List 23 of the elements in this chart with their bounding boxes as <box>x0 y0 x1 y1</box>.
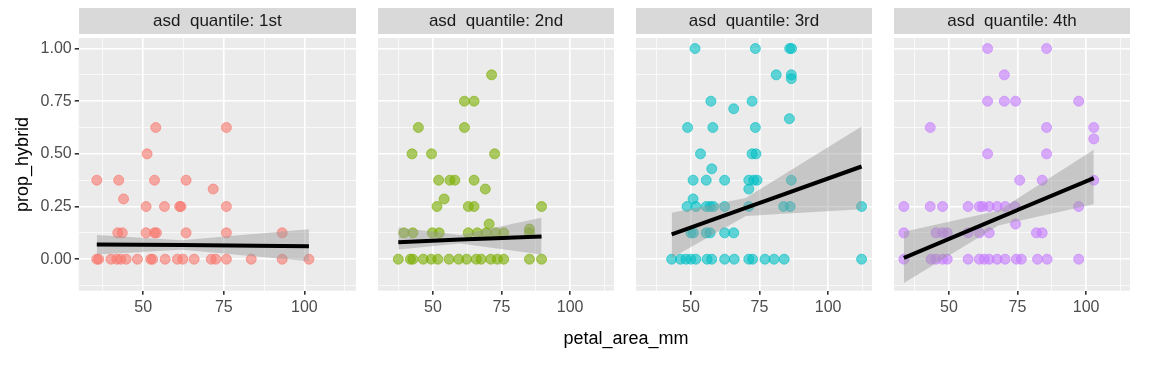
x-tick-label: 75 <box>1008 297 1027 315</box>
x-tick-label: 50 <box>423 297 442 315</box>
chart-title: asd quantile: 3rd <box>636 8 872 34</box>
x-tick-label: 50 <box>134 297 153 315</box>
x-tick-label: 50 <box>939 297 958 315</box>
x-tick-label: 100 <box>814 297 842 315</box>
x-tick-label: 100 <box>291 297 318 315</box>
x-tick-label: 100 <box>1072 297 1100 315</box>
x-axis-title: petal_area_mm <box>562 328 690 349</box>
chart-title: asd quantile: 4th <box>894 8 1130 34</box>
x-tick-label: 50 <box>681 297 700 315</box>
y-axis-title: prop_hybrid <box>11 116 33 212</box>
y-tick-label: 0.75 <box>40 91 72 109</box>
x-tick-label: 75 <box>492 297 511 315</box>
y-tick-label: 1.00 <box>40 38 72 56</box>
x-tick-label: 75 <box>750 297 769 315</box>
y-tick-label: 0.25 <box>40 196 72 214</box>
x-tick-label: 75 <box>214 297 233 315</box>
y-tick-label: 0.50 <box>40 144 72 162</box>
chart-title: asd quantile: 1st <box>78 8 356 34</box>
y-tick-label: 0.00 <box>40 249 72 267</box>
chart-title: asd quantile: 2nd <box>378 8 614 34</box>
x-tick-label: 100 <box>556 297 584 315</box>
